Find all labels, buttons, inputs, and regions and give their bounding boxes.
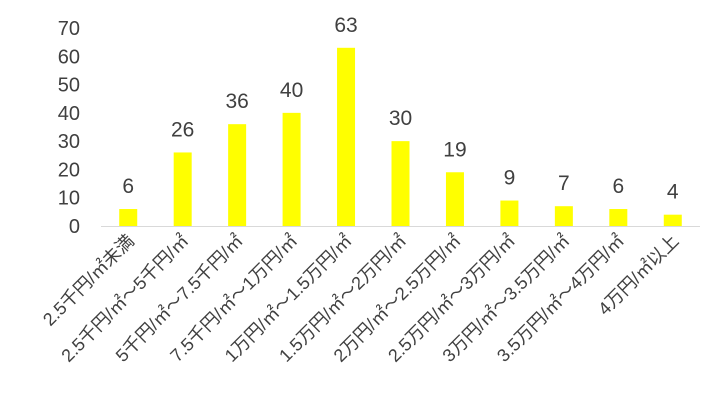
data-label: 7 <box>558 172 570 195</box>
y-tick-label: 0 <box>69 216 80 238</box>
data-label: 4 <box>667 181 679 204</box>
bar <box>391 141 410 226</box>
data-label: 63 <box>334 14 357 37</box>
bar <box>609 209 628 226</box>
y-tick-label: 30 <box>58 131 80 153</box>
bar <box>119 209 138 226</box>
bar <box>282 112 301 226</box>
y-tick-label: 60 <box>58 46 80 68</box>
category-label: 2.5千円/㎡未満 <box>38 230 138 330</box>
data-label: 6 <box>612 175 624 198</box>
y-tick-label: 40 <box>58 103 80 125</box>
y-axis-ticks: 0 10 20 30 40 50 60 70 <box>58 18 80 238</box>
y-tick-label: 10 <box>58 188 80 210</box>
data-labels: 6 26 36 40 63 30 19 9 7 6 4 <box>122 14 679 204</box>
bar <box>173 152 192 226</box>
data-label: 36 <box>225 90 248 113</box>
data-label: 6 <box>122 175 134 198</box>
bar <box>228 124 247 226</box>
bar <box>445 172 464 226</box>
bar <box>337 47 356 226</box>
data-label: 30 <box>389 107 412 130</box>
bar <box>500 200 519 226</box>
category-labels: 2.5千円/㎡未満2.5千円/㎡～5千円/㎡5千円/㎡～7.5千円/㎡7.5千円… <box>38 230 682 366</box>
data-label: 40 <box>280 79 303 102</box>
data-label: 19 <box>443 138 466 161</box>
bars <box>119 47 682 226</box>
y-tick-label: 70 <box>58 18 80 40</box>
data-label: 9 <box>504 167 516 190</box>
data-label: 26 <box>171 118 194 141</box>
bar <box>554 206 573 226</box>
y-tick-label: 20 <box>58 159 80 181</box>
y-tick-label: 50 <box>58 75 80 97</box>
bar <box>663 214 682 226</box>
